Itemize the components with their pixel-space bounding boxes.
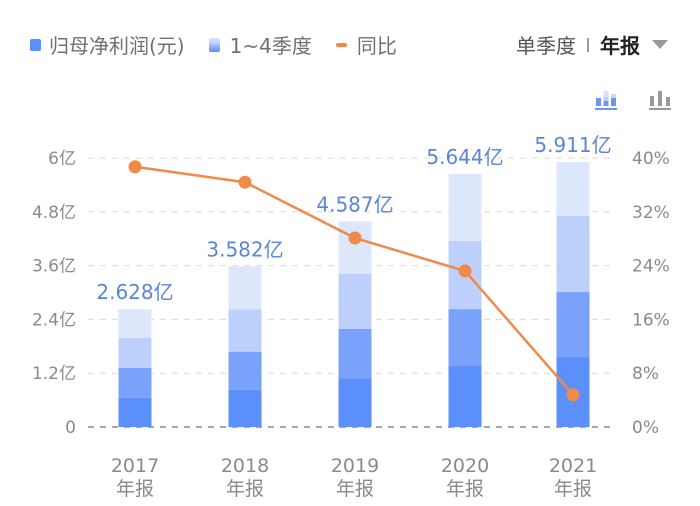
x-tick-year: 2017 [111, 455, 159, 477]
bar-segment-q2 [448, 309, 482, 367]
y-left-tick: 4.8亿 [32, 203, 76, 223]
legend-item-quarters[interactable]: 1~4季度 [208, 30, 312, 59]
divider [587, 37, 589, 52]
bar-segment-q4 [556, 161, 590, 216]
y-left-tick: 2.4亿 [32, 310, 76, 330]
legend-item-net-profit[interactable]: 归母净利润(元) [30, 30, 185, 59]
bar-segment-q1 [338, 378, 372, 427]
legend-label: 1~4季度 [229, 34, 312, 58]
bar-total-label: 5.644亿 [426, 145, 503, 169]
stacked-bar-icon[interactable] [594, 88, 618, 112]
bar-total-label: 4.587亿 [316, 192, 393, 216]
bar-total-label: 5.911亿 [534, 133, 611, 157]
bar-segment-q3 [118, 337, 152, 368]
bar-segment-q4 [448, 173, 482, 241]
chevron-down-icon[interactable] [652, 40, 668, 49]
yoy-point [348, 231, 362, 245]
bar-segment-q3 [228, 309, 262, 352]
y-right-tick: 8% [632, 364, 659, 384]
bar-segment-q4 [118, 309, 152, 338]
y-left-tick: 0 [65, 418, 76, 438]
bar-total-label: 3.582亿 [206, 237, 283, 261]
bar-segment-q3 [556, 215, 590, 293]
bar-icon[interactable] [648, 88, 672, 112]
x-tick-year: 2020 [441, 455, 489, 477]
x-tick-sub: 年报 [554, 478, 592, 500]
legend-label: 同比 [356, 34, 397, 58]
legend-item-yoy[interactable]: 同比 [335, 30, 397, 59]
y-left-tick: 1.2亿 [32, 364, 76, 384]
y-left-tick: 6亿 [48, 149, 76, 169]
legend-label: 归母净利润(元) [49, 34, 185, 58]
y-right-tick: 24% [632, 257, 670, 277]
x-tick-sub: 年报 [226, 478, 264, 500]
bar-segment-q3 [338, 273, 372, 329]
chart-type-switcher [594, 88, 672, 112]
bar-segment-q2 [118, 367, 152, 398]
y-left-tick: 3.6亿 [32, 257, 76, 277]
y-right-tick: 0% [632, 418, 659, 438]
x-tick-sub: 年报 [116, 478, 154, 500]
yoy-point [128, 160, 142, 174]
y-right-tick: 32% [632, 203, 670, 223]
x-tick-sub: 年报 [336, 478, 374, 500]
bar-segment-q1 [448, 366, 482, 427]
bar-segment-q2 [228, 351, 262, 390]
quarterly-option[interactable]: 单季度 [516, 34, 576, 58]
yoy-point [458, 264, 472, 278]
bar-segment-q1 [228, 389, 262, 427]
bar-segment-q4 [228, 266, 262, 310]
line-dash-icon [335, 42, 347, 47]
bar-total-label: 2.628亿 [96, 280, 173, 304]
period-toggle: 单季度 年报 [516, 30, 668, 59]
annual-option[interactable]: 年报 [600, 34, 640, 58]
x-tick-year: 2021 [549, 455, 597, 477]
square-solid-icon [30, 38, 41, 51]
bar-segment-q1 [118, 397, 152, 427]
bar-segment-q4 [338, 221, 372, 274]
square-gradient-icon [208, 37, 220, 52]
y-right-tick: 16% [632, 310, 670, 330]
yoy-point [566, 388, 580, 402]
x-tick-year: 2019 [331, 455, 379, 477]
chart-legend: 归母净利润(元) 1~4季度 同比 [30, 30, 421, 59]
x-tick-sub: 年报 [446, 478, 484, 500]
x-tick-year: 2018 [221, 455, 269, 477]
bar-segment-q2 [338, 328, 372, 379]
y-right-tick: 40% [632, 149, 670, 169]
yoy-point [238, 175, 252, 189]
bar-segment-q2 [556, 292, 590, 358]
